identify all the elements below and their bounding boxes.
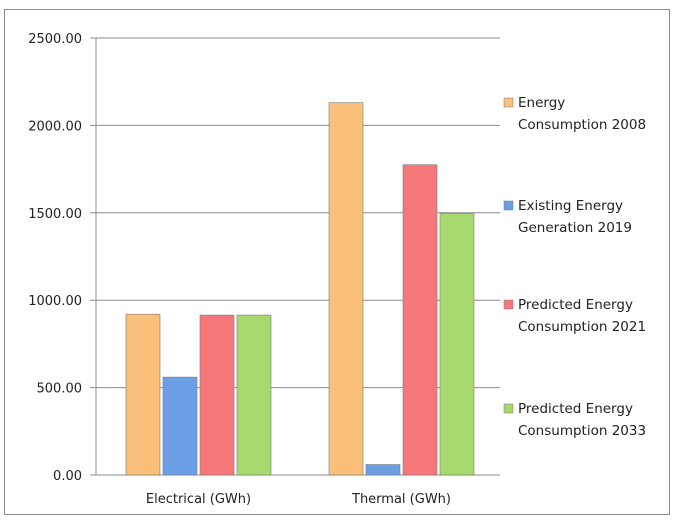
legend: Energy Consumption 2008 Existing Energy Gen…: [504, 95, 646, 439]
y-tick-label: 2000.00: [28, 119, 82, 134]
bar-2-thermal: [366, 465, 400, 475]
bar-1-electrical: [126, 314, 160, 475]
y-tick-label: 500.00: [37, 382, 83, 397]
legend-label: Generation 2019: [518, 220, 632, 236]
bar-1-thermal: [329, 103, 363, 475]
legend-label: Consumption 2033: [518, 423, 646, 439]
y-tick-label: 0.00: [53, 469, 82, 484]
bar-3-electrical: [200, 315, 234, 475]
legend-label: Predicted Energy: [518, 297, 633, 313]
bar-2-electrical: [163, 377, 197, 475]
legend-swatch: [504, 201, 513, 210]
legend-label: Energy: [518, 95, 565, 111]
legend-label: Consumption 2021: [518, 319, 646, 335]
x-category-label: Thermal (GWh): [351, 492, 451, 507]
x-axis-categories: Electrical (GWh) Thermal (GWh): [146, 492, 451, 507]
y-tick-label: 2500.00: [28, 32, 82, 47]
legend-swatch: [504, 300, 513, 309]
legend-label: Consumption 2008: [518, 117, 646, 133]
bar-3-thermal: [403, 165, 437, 475]
legend-label: Existing Energy: [518, 198, 623, 214]
y-tick-label: 1500.00: [28, 207, 82, 222]
x-category-label: Electrical (GWh): [146, 492, 251, 507]
y-tick-label: 1000.00: [28, 294, 82, 309]
y-axis-ticks: 0.00 500.00 1000.00 1500.00 2000.00 2500.00: [28, 32, 82, 484]
legend-swatch: [504, 404, 513, 413]
legend-swatch: [504, 98, 513, 107]
bar-4-electrical: [237, 315, 271, 475]
bars: [126, 103, 474, 475]
legend-label: Predicted Energy: [518, 401, 633, 417]
bar-4-thermal: [440, 214, 474, 475]
